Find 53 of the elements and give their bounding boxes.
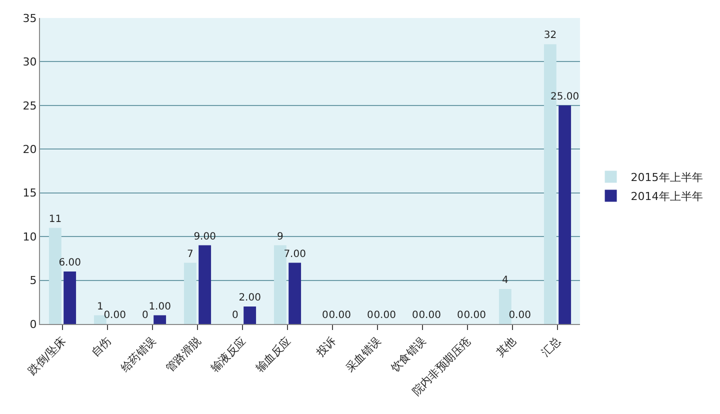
data-label: 32 — [544, 30, 557, 42]
x-tick-label: 自伤 — [88, 334, 114, 360]
bar — [498, 289, 512, 324]
data-label: 0 — [412, 310, 418, 321]
bar — [288, 262, 302, 324]
x-tick-label: 投诉 — [313, 334, 339, 360]
data-label: 2.00 — [238, 292, 261, 304]
x-tick-label: 跌倒/坠床 — [26, 334, 69, 378]
data-label: 0 — [232, 310, 238, 321]
legend-label: 2015年上半年 — [630, 171, 703, 184]
data-label: 7 — [186, 248, 194, 260]
bar — [48, 228, 62, 324]
y-tick-label: 25 — [22, 99, 37, 112]
y-tick-label: 10 — [22, 230, 37, 244]
data-label: 0.00 — [418, 310, 441, 321]
bar — [244, 306, 256, 324]
bar — [198, 245, 212, 324]
data-label: 0.00 — [374, 310, 396, 321]
data-label: 0 — [456, 310, 464, 321]
x-tick-label: 管路滑脱 — [163, 334, 204, 375]
x-tick-label: 给药错误 — [118, 334, 159, 375]
data-label: 1.00 — [148, 301, 171, 312]
x-tick-label: 汇总 — [538, 334, 564, 360]
x-tick-label: 采血错误 — [343, 334, 384, 375]
bar — [558, 105, 572, 324]
data-label: 1 — [96, 301, 104, 312]
data-label: 0 — [322, 310, 328, 321]
data-label: 0.00 — [328, 310, 351, 321]
x-tick-label: 输血反应 — [253, 334, 294, 375]
data-label: 0.00 — [104, 310, 126, 321]
data-label: 25.00 — [550, 91, 580, 102]
data-label: 0 — [142, 310, 148, 321]
y-tick-label: 35 — [22, 12, 37, 25]
data-label: 7.00 — [284, 248, 306, 260]
data-label: 6.00 — [58, 258, 81, 269]
y-tick-label: 5 — [30, 274, 37, 288]
bar — [274, 245, 286, 324]
x-tick-label: 饮食错误 — [388, 334, 429, 376]
y-tick-label: 20 — [22, 142, 37, 156]
x-tick-label: 输液反应 — [208, 334, 249, 375]
y-tick-label: 30 — [22, 56, 37, 69]
data-label: 0.00 — [508, 310, 531, 321]
y-tick-label: 0 — [30, 318, 37, 331]
x-tick-label: 其他 — [494, 334, 519, 360]
bar — [184, 262, 196, 324]
data-label: 0.00 — [464, 310, 486, 321]
bar — [154, 315, 166, 324]
data-label: 11 — [48, 214, 62, 225]
data-label: 0 — [366, 310, 374, 321]
bar — [64, 272, 76, 324]
y-tick-label: 15 — [22, 186, 37, 200]
bar — [94, 315, 106, 324]
legend-label: 2014年上半年 — [630, 190, 703, 204]
